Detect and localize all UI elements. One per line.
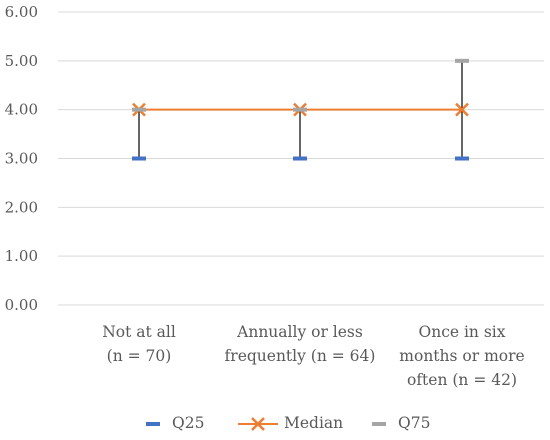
- legend-label: Q25: [172, 414, 204, 432]
- y-tick-label: 3.00: [5, 150, 38, 168]
- category-label-line: Not at all: [102, 323, 176, 341]
- y-tick-label: 6.00: [5, 3, 38, 21]
- q25-marker: [455, 156, 469, 161]
- legend-item-q75: Q75: [372, 414, 430, 432]
- y-tick-label: 0.00: [5, 296, 38, 314]
- legend-swatch: [372, 422, 386, 426]
- y-tick-label: 1.00: [5, 247, 38, 265]
- category-label-line: Annually or less: [236, 323, 363, 341]
- median-marker: [455, 102, 469, 117]
- q25-marker: [293, 156, 307, 161]
- legend-label: Q75: [398, 414, 430, 432]
- y-tick-label: 5.00: [5, 52, 38, 70]
- legend-label: Median: [284, 414, 343, 432]
- legend: Q25 Median Q75: [146, 414, 430, 432]
- category-label-line: (n = 70): [107, 347, 172, 365]
- category-label-line: Once in six: [419, 323, 506, 341]
- q75-marker: [293, 107, 307, 112]
- q75-marker: [455, 58, 469, 63]
- y-tick-label: 4.00: [5, 101, 38, 119]
- category-label-line: frequently (n = 64): [225, 347, 376, 365]
- x-axis-category-labels: Not at all (n = 70) Annually or less freque…: [102, 323, 525, 389]
- legend-swatch-marker: [251, 417, 265, 431]
- category-label-line: months or more: [399, 347, 524, 365]
- q25-marker: [132, 156, 146, 161]
- y-axis-tick-labels: 0.00 1.00 2.00 3.00 4.00 5.00 6.00: [5, 3, 38, 314]
- category-label-line: often (n = 42): [407, 371, 517, 389]
- category-label: Not at all (n = 70): [102, 323, 176, 365]
- legend-swatch: [146, 422, 160, 426]
- q75-marker: [132, 107, 146, 112]
- x-stroke: [455, 102, 469, 117]
- category-label: Once in six months or more often (n = 42): [399, 323, 524, 389]
- category-label: Annually or less frequently (n = 64): [225, 323, 376, 365]
- x-stroke: [251, 417, 265, 431]
- legend-item-median: Median: [238, 414, 343, 432]
- y-tick-label: 2.00: [5, 198, 38, 216]
- legend-item-q25: Q25: [146, 414, 204, 432]
- quartile-markers: [132, 58, 469, 161]
